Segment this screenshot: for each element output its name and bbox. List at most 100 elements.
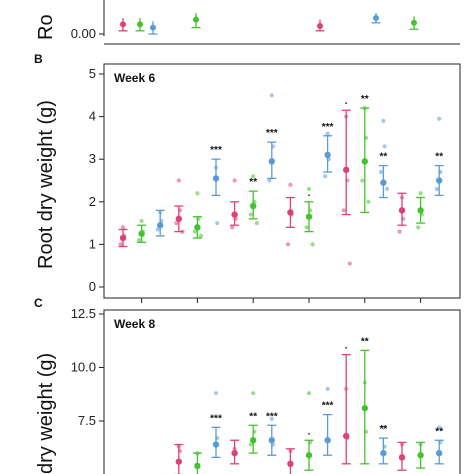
mean-point	[305, 213, 313, 220]
data-point	[326, 157, 331, 162]
panel-c-frame	[103, 309, 461, 474]
group-18: **	[434, 425, 444, 465]
group-17	[416, 441, 426, 469]
data-point	[230, 225, 235, 230]
data-point	[159, 218, 164, 224]
data-point	[438, 169, 443, 175]
group-11: .	[304, 186, 315, 247]
mean-point	[194, 462, 201, 470]
mean-point	[212, 175, 220, 182]
mean-point	[305, 452, 313, 459]
ytick-label: 4	[89, 109, 96, 124]
panel-a-ylabel: Ro	[35, 14, 57, 40]
group-15: **	[378, 118, 390, 199]
ytick-label: 7.5	[78, 413, 96, 428]
data-point	[325, 131, 330, 136]
data-point	[195, 451, 200, 456]
mean-point	[231, 449, 238, 457]
sig-label: **	[380, 424, 388, 435]
data-point	[384, 186, 390, 192]
data-point	[363, 429, 369, 434]
panel-c-marks: *** ** ***.***. **** **	[174, 336, 444, 474]
data-point	[252, 429, 257, 434]
panel-a: Ro 0.00	[35, 0, 460, 45]
sig-label: ***	[266, 411, 278, 422]
panel-b-frame	[103, 63, 461, 299]
data-point	[345, 178, 350, 183]
data-point	[196, 216, 201, 221]
data-point	[323, 174, 328, 179]
data-point	[381, 118, 386, 123]
data-point	[399, 195, 405, 200]
data-point	[416, 225, 421, 230]
data-point	[213, 391, 219, 396]
sig-label: ***	[210, 413, 222, 424]
mean-point	[120, 21, 126, 28]
group-9: ***	[266, 93, 278, 183]
data-point	[344, 114, 349, 119]
mean-point	[343, 166, 350, 174]
ytick-label: 12.5	[71, 306, 96, 321]
data-point	[176, 178, 181, 183]
panel-b-title: Week 6	[114, 71, 155, 85]
data-point	[401, 216, 406, 221]
data-point	[174, 221, 179, 226]
data-point	[360, 178, 365, 183]
ytick-label: 1	[89, 236, 96, 251]
data-point	[155, 227, 160, 232]
data-point	[139, 218, 144, 224]
data-point	[177, 448, 183, 454]
group-6: ***	[210, 391, 222, 459]
group-13: .	[341, 96, 352, 266]
sig-label: ***	[322, 401, 334, 412]
mean-point	[417, 207, 424, 214]
data-point	[192, 229, 198, 234]
group-15: **	[378, 424, 388, 465]
mean-point	[175, 215, 182, 223]
sig-label: ***	[210, 145, 222, 156]
mean-point	[436, 177, 443, 184]
sig-label: **	[435, 426, 443, 437]
sig-label: **	[380, 152, 388, 163]
data-point	[215, 436, 220, 441]
group-4	[174, 178, 185, 234]
data-point	[248, 212, 253, 217]
data-point	[251, 391, 256, 396]
mean-point	[287, 209, 294, 216]
mean-point	[250, 437, 257, 444]
sig-label: .	[308, 188, 311, 199]
mean-point	[175, 458, 182, 465]
mean-point	[138, 230, 145, 237]
group-9: ***	[266, 411, 278, 456]
group-17	[416, 191, 426, 230]
mean-point	[250, 202, 257, 210]
sig-label: **	[249, 177, 257, 188]
mean-point	[119, 234, 127, 242]
data-point	[382, 144, 387, 149]
panel-b-letter: B	[34, 52, 43, 66]
data-point	[198, 233, 204, 238]
data-point	[232, 446, 237, 451]
group-3	[155, 209, 165, 237]
data-point	[363, 135, 369, 140]
group-5	[192, 451, 202, 474]
ytick-label: 10.0	[71, 360, 96, 375]
data-point	[252, 199, 257, 204]
mean-point	[268, 158, 275, 165]
sig-label: .	[345, 341, 348, 352]
data-point	[418, 442, 423, 447]
data-point	[362, 105, 367, 111]
data-point	[285, 242, 291, 247]
sig-label: **	[361, 336, 369, 347]
mean-point	[411, 19, 417, 26]
group-8: **	[248, 391, 258, 454]
data-point	[418, 191, 423, 196]
panel-c-ylabel: dry weight (g)	[35, 353, 57, 474]
data-point	[248, 442, 253, 447]
mean-point	[150, 24, 156, 31]
group-14: **	[360, 336, 370, 465]
data-point	[437, 116, 442, 121]
data-point	[382, 444, 387, 449]
